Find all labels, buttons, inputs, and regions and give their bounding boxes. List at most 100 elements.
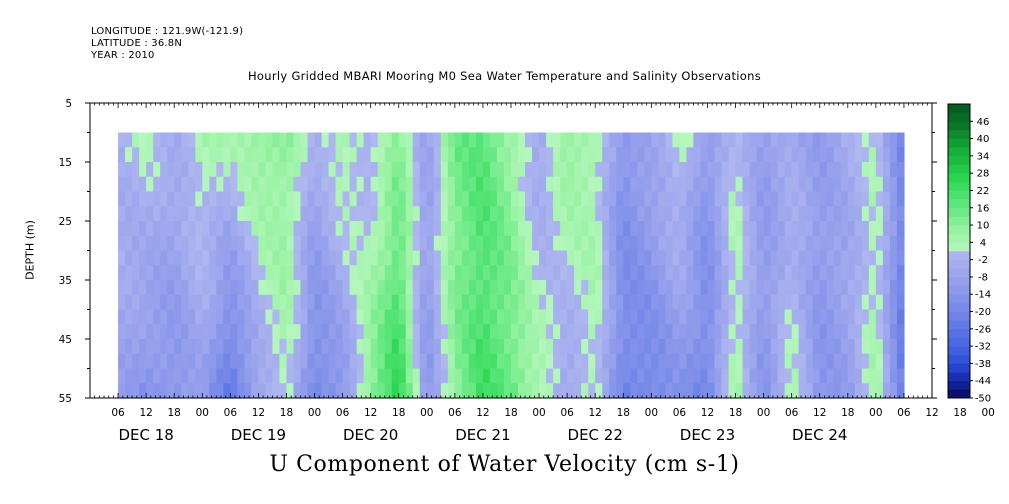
heat-cell	[419, 147, 428, 163]
heat-cell	[539, 221, 547, 237]
heat-cell	[511, 191, 519, 207]
heat-cell	[167, 147, 175, 163]
heat-cell	[405, 383, 414, 399]
heat-cell	[588, 339, 596, 355]
heat-cell	[489, 176, 498, 193]
heat-cell	[503, 353, 512, 370]
heat-cell	[609, 147, 617, 163]
heat-cell	[735, 353, 744, 370]
heat-cell	[391, 206, 400, 222]
heat-cell	[847, 368, 856, 384]
heat-cell	[195, 294, 203, 311]
heat-cell	[440, 339, 449, 355]
heat-cell	[349, 294, 358, 311]
heat-cell	[167, 280, 175, 296]
x-hour-label: 18	[617, 407, 630, 419]
heat-cell	[405, 280, 414, 296]
heat-cell	[749, 206, 758, 222]
heat-cell	[819, 265, 828, 281]
heat-cell	[805, 162, 814, 178]
heat-cell	[707, 339, 716, 355]
heat-cell	[896, 206, 905, 222]
heat-cell	[307, 147, 316, 163]
heat-cell	[847, 309, 856, 325]
heat-cell	[265, 353, 274, 370]
heat-cell	[868, 353, 877, 370]
heat-cell	[132, 324, 140, 340]
heat-cell	[770, 324, 779, 340]
heat-cell	[468, 250, 477, 266]
heat-cell	[174, 280, 182, 296]
heat-cell	[686, 324, 695, 340]
heat-cell	[174, 309, 182, 325]
heat-cell	[300, 265, 309, 281]
heat-cell	[882, 235, 891, 252]
colorbar-band	[948, 216, 970, 226]
heat-cell	[384, 309, 393, 325]
heat-cell	[468, 191, 477, 207]
heat-cell	[595, 280, 603, 296]
heat-cell	[763, 147, 772, 163]
heat-cell	[454, 250, 463, 266]
heat-cell	[651, 235, 659, 252]
heat-cell	[433, 368, 442, 384]
heat-cell	[314, 235, 323, 252]
heat-cell	[665, 221, 673, 237]
heat-cell	[609, 383, 617, 399]
heat-cell	[560, 132, 568, 148]
heat-cell	[265, 280, 274, 296]
heat-cell	[174, 265, 182, 281]
heat-cell	[581, 191, 589, 207]
heat-cell	[139, 353, 147, 370]
heat-cell	[609, 324, 617, 340]
heat-cell	[335, 265, 344, 281]
heat-cell	[461, 309, 470, 325]
heat-cell	[237, 368, 245, 384]
heat-cell	[139, 147, 147, 163]
heat-cell	[426, 176, 435, 193]
heat-cell	[672, 206, 680, 222]
heat-cell	[763, 191, 772, 207]
heat-cell	[342, 294, 351, 311]
heat-cell	[840, 235, 849, 252]
heat-cell	[363, 294, 372, 311]
heat-cell	[707, 250, 716, 266]
heat-cell	[770, 191, 779, 207]
colorbar-band	[948, 207, 970, 217]
heat-cell	[202, 206, 210, 222]
heat-cell	[412, 235, 421, 252]
heat-cell	[644, 221, 652, 237]
heat-cell	[503, 309, 512, 325]
heat-cell	[216, 339, 224, 355]
heat-cell	[672, 280, 680, 296]
heat-cell	[735, 132, 744, 148]
heat-cell	[560, 147, 568, 163]
heat-cell	[791, 265, 800, 281]
heat-cell	[398, 191, 407, 207]
heat-cell	[146, 250, 154, 266]
heat-cell	[174, 221, 182, 237]
heat-cell	[840, 162, 849, 178]
heat-cell	[377, 353, 386, 370]
heat-cell	[791, 324, 800, 340]
x-hour-label: 12	[364, 407, 377, 419]
heat-cell	[482, 324, 491, 340]
heat-cell	[602, 221, 610, 237]
heat-cell	[496, 147, 505, 163]
heat-cell	[356, 353, 365, 370]
heat-cell	[763, 206, 772, 222]
heat-cell	[447, 324, 456, 340]
heat-cell	[791, 162, 800, 178]
heat-cell	[518, 147, 526, 163]
heat-cell	[805, 176, 814, 193]
heat-cell	[272, 176, 281, 193]
heat-cell	[195, 162, 203, 178]
heat-cell	[195, 353, 203, 370]
heat-cell	[539, 191, 547, 207]
heat-cell	[854, 176, 863, 193]
heat-cell	[286, 250, 295, 266]
heat-cell	[868, 176, 877, 193]
heat-cell	[412, 294, 421, 311]
heat-cell	[223, 235, 231, 252]
heat-cell	[812, 324, 821, 340]
